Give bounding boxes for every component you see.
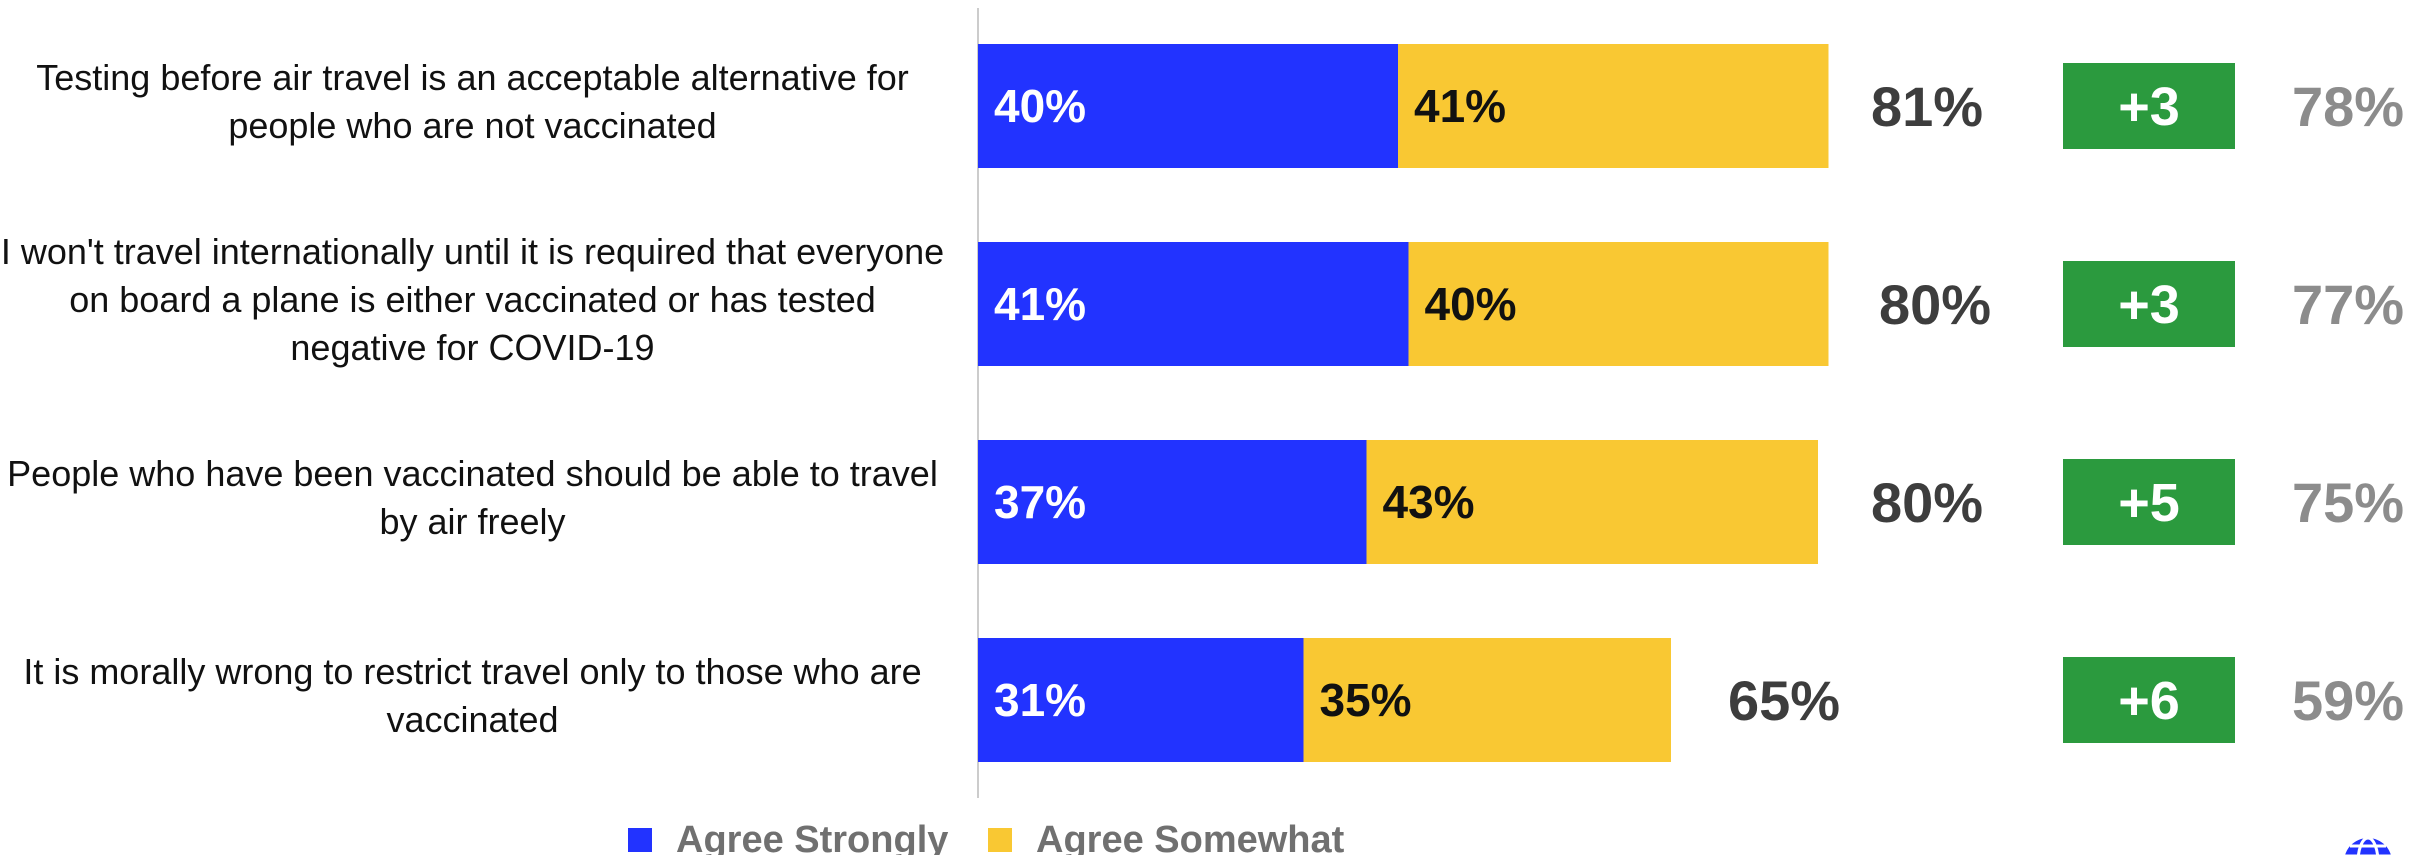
bar-segment-agree-strongly [978, 242, 1409, 366]
bar-value-label: 43% [1383, 476, 1475, 528]
bar-value-label: 40% [1425, 278, 1517, 330]
change-badge [2063, 459, 2235, 545]
statement-label: I won't travel internationally until it … [0, 231, 945, 368]
total-value-label: 80% [1879, 273, 1991, 336]
globe-icon [2344, 836, 2392, 855]
statement-label: Testing before air travel is an acceptab… [36, 57, 909, 146]
bar-value-label: 41% [994, 278, 1086, 330]
change-value-label: +6 [2118, 671, 2180, 731]
legend-swatch-agree-somewhat [988, 828, 1012, 852]
previous-value-label: 78% [2292, 75, 2404, 138]
change-badge [2063, 261, 2235, 347]
legend-label-agree-strongly: Agree Strongly [676, 819, 948, 855]
previous-value-label: 75% [2292, 471, 2404, 534]
legend-swatch-agree-strongly [628, 828, 652, 852]
change-badge [2063, 657, 2235, 743]
bar-segment-agree-somewhat [1366, 440, 1818, 564]
total-value-label: 80% [1871, 471, 1983, 534]
statement-label: People who have been vaccinated should b… [7, 453, 938, 542]
legend-label-agree-somewhat: Agree Somewhat [1036, 819, 1345, 855]
bar-segment-agree-somewhat [1398, 44, 1829, 168]
bar-value-label: 31% [994, 674, 1086, 726]
change-value-label: +3 [2118, 275, 2180, 335]
bar-value-label: 40% [994, 80, 1086, 132]
total-value-label: 65% [1728, 669, 1840, 732]
change-value-label: +3 [2118, 77, 2180, 137]
bar-segment-agree-strongly [978, 44, 1398, 168]
bar-value-label: 41% [1414, 80, 1506, 132]
bar-value-label: 37% [994, 476, 1086, 528]
change-badge [2063, 63, 2235, 149]
bar-segment-agree-somewhat [1408, 242, 1829, 366]
bar-segment-agree-strongly [978, 440, 1367, 564]
bar-segment-agree-strongly [978, 638, 1304, 762]
previous-value-label: 77% [2292, 273, 2404, 336]
bar-segment-agree-somewhat [1303, 638, 1671, 762]
change-value-label: +5 [2118, 473, 2180, 533]
bar-value-label: 35% [1320, 674, 1412, 726]
total-value-label: 81% [1871, 75, 1983, 138]
statement-label: It is morally wrong to restrict travel o… [23, 651, 922, 740]
legend: Agree Strongly Agree Somewhat [628, 819, 1345, 855]
previous-value-label: 59% [2292, 669, 2404, 732]
